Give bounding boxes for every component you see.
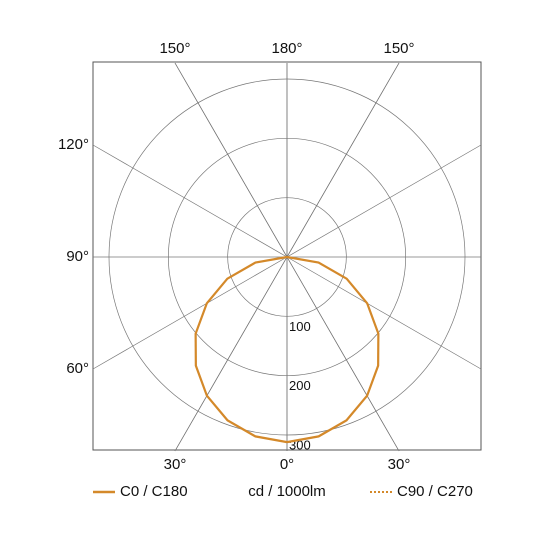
grid-line: [92, 144, 288, 258]
angle-label: 30°: [164, 456, 187, 473]
angle-label: 150°: [159, 40, 190, 57]
grid-line: [92, 256, 288, 370]
r-tick-label: 100: [289, 319, 311, 334]
grid-line: [174, 256, 288, 452]
curve: [194, 255, 288, 444]
curve: [286, 256, 380, 443]
legend-label: C90 / C270: [397, 483, 473, 500]
grid-line: [174, 62, 288, 258]
angle-label: 60°: [66, 360, 89, 377]
curve: [194, 256, 288, 443]
grid-line: [286, 62, 400, 258]
angle-label: 150°: [383, 40, 414, 57]
angle-label: 180°: [271, 40, 302, 57]
angle-label: 120°: [58, 136, 89, 153]
grid-line: [286, 256, 482, 370]
unit-label: cd / 1000lm: [248, 483, 326, 500]
grid-line: [286, 144, 482, 258]
r-tick-label: 200: [289, 378, 311, 393]
angle-label: 90°: [66, 248, 89, 265]
angle-label: 30°: [388, 456, 411, 473]
legend-label: C0 / C180: [120, 483, 188, 500]
grid-line: [286, 256, 400, 452]
angle-label: 0°: [280, 456, 294, 473]
curve: [286, 255, 380, 444]
